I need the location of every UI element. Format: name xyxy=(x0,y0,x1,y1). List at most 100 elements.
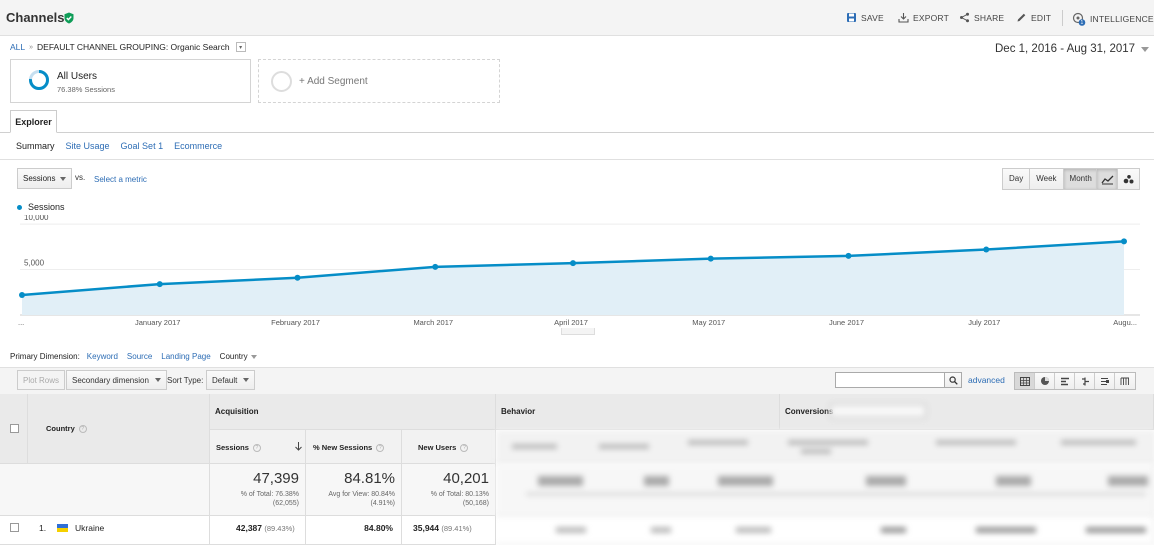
help-icon[interactable]: ? xyxy=(460,443,469,452)
segment-sessions-share: 76.38% Sessions xyxy=(57,85,115,94)
breadcrumb-dropdown-icon[interactable]: ▾ xyxy=(235,42,246,52)
period-day-button[interactable]: Day xyxy=(1003,169,1031,189)
behavior-group-header: Behavior xyxy=(496,394,780,430)
breadcrumb-all-link[interactable]: ALL xyxy=(10,42,26,52)
chart-resize-handle[interactable] xyxy=(561,328,595,335)
period-month-button[interactable]: Month xyxy=(1063,169,1098,189)
table-row[interactable]: 1. Ukraine xyxy=(0,516,210,545)
explorer-subtabs: Summary Site Usage Goal Set 1 Ecommerce xyxy=(16,141,222,151)
legend-label: Sessions xyxy=(28,202,65,212)
blurred-row-values xyxy=(496,516,1154,545)
help-icon[interactable]: ? xyxy=(252,443,261,452)
breadcrumb: ALL » DEFAULT CHANNEL GROUPING: Organic … xyxy=(10,42,246,52)
add-segment-button[interactable]: + Add Segment xyxy=(258,59,500,103)
country-link[interactable]: Ukraine xyxy=(75,523,105,533)
secondary-dimension-select[interactable]: Secondary dimension xyxy=(66,370,167,390)
subtab-site-usage[interactable]: Site Usage xyxy=(65,141,110,151)
chevron-down-icon xyxy=(154,378,161,382)
line-chart-button[interactable] xyxy=(1097,169,1118,189)
chevron-down-icon xyxy=(243,378,250,382)
term-cloud-view-button[interactable] xyxy=(1095,373,1115,389)
data-point xyxy=(983,246,990,253)
row-sessions-value: 42,387 (89.43%) xyxy=(236,523,295,533)
table-search-input[interactable] xyxy=(835,372,945,388)
period-week-button[interactable]: Week xyxy=(1030,169,1064,189)
totals-label-cell xyxy=(0,464,210,516)
sort-type-select[interactable]: Default xyxy=(206,370,256,390)
save-button[interactable]: SAVE xyxy=(846,12,884,23)
data-point xyxy=(432,263,439,270)
sessions-line-chart: 10,000 5,000... January 2017 February 2017 M… xyxy=(18,215,1140,327)
table-toolbar xyxy=(0,367,1154,394)
new-sessions-header-label: % New Sessions xyxy=(313,443,373,452)
row-new-sessions-cell: 84.80% xyxy=(306,516,402,545)
subtab-summary[interactable]: Summary xyxy=(16,141,55,151)
chart-type-selector xyxy=(1096,168,1140,190)
row-new-users-value: 35,944 (89.41%) xyxy=(413,523,472,533)
metric-select[interactable]: Sessions xyxy=(17,168,72,189)
intelligence-button[interactable]: 1 INTELLIGENCE xyxy=(1072,12,1154,26)
subtab-ecommerce[interactable]: Ecommerce xyxy=(174,141,223,151)
row-checkbox[interactable] xyxy=(10,523,19,532)
goal-select-blurred[interactable] xyxy=(830,404,926,418)
chevron-down-icon xyxy=(60,176,66,181)
y-tick-label: 5,000 xyxy=(24,259,45,268)
table-columns-icon xyxy=(1120,377,1129,385)
motion-chart-button[interactable] xyxy=(1118,169,1139,189)
new-sessions-column-header[interactable]: % New Sessions ? xyxy=(306,430,402,464)
chevron-down-icon xyxy=(1141,46,1150,52)
x-tick-label: July 2017 xyxy=(968,318,1000,327)
select-all-checkbox[interactable] xyxy=(10,424,19,433)
data-point xyxy=(707,255,714,262)
page-title: Channels xyxy=(6,10,65,25)
share-button[interactable]: SHARE xyxy=(959,12,1004,23)
dimension-country-active[interactable]: Country xyxy=(219,352,248,361)
export-icon xyxy=(898,13,909,23)
sort-descending-icon xyxy=(295,442,302,451)
country-column-header[interactable]: Country ? xyxy=(46,424,87,433)
data-view-button[interactable] xyxy=(1015,373,1035,389)
header-checkbox-cell xyxy=(0,394,28,464)
plot-rows-button[interactable]: Plot Rows xyxy=(17,370,66,390)
comparison-view-button[interactable] xyxy=(1075,373,1095,389)
dimension-keyword-link[interactable]: Keyword xyxy=(86,352,118,361)
performance-view-button[interactable] xyxy=(1055,373,1075,389)
help-icon[interactable]: ? xyxy=(78,424,87,433)
tab-explorer[interactable]: Explorer xyxy=(10,110,57,133)
new-users-total-base: (50,168) xyxy=(462,500,489,507)
dimension-source-link[interactable]: Source xyxy=(126,352,153,361)
segment-name: All Users xyxy=(57,71,98,82)
country-header-label: Country xyxy=(46,424,75,433)
intelligence-badge: 1 xyxy=(1081,20,1084,26)
export-button[interactable]: EXPORT xyxy=(898,12,949,23)
comparison-icon xyxy=(1081,377,1089,385)
advanced-filter-link[interactable]: advanced xyxy=(968,375,1005,385)
pivot-icon xyxy=(1100,377,1109,385)
row-index: 1. xyxy=(39,523,47,533)
date-range-picker[interactable]: Dec 1, 2016 - Aug 31, 2017 xyxy=(995,43,1150,55)
series-area xyxy=(22,241,1124,315)
pie-view-button[interactable] xyxy=(1035,373,1055,389)
add-segment-label: + Add Segment xyxy=(299,76,368,87)
data-point xyxy=(570,260,576,267)
segment-all-users[interactable]: All Users 76.38% Sessions xyxy=(10,59,251,103)
dimension-landing-page-link[interactable]: Landing Page xyxy=(161,352,211,361)
x-tick-label: March 2017 xyxy=(413,318,453,327)
verified-shield-icon xyxy=(64,12,74,24)
pivot-view-button[interactable] xyxy=(1115,373,1135,389)
help-icon[interactable]: ? xyxy=(376,443,385,452)
bar-list-icon xyxy=(1060,377,1069,385)
intelligence-label: INTELLIGENCE xyxy=(1090,14,1154,24)
metric-select-value: Sessions xyxy=(23,174,56,183)
new-sessions-total: 84.81% xyxy=(344,470,395,487)
subtab-goal-set-1[interactable]: Goal Set 1 xyxy=(120,141,164,151)
select-metric-link[interactable]: Select a metric xyxy=(94,175,147,184)
sessions-column-header[interactable]: Sessions ? xyxy=(210,430,306,464)
sessions-total-share: % of Total: 76.38% xyxy=(240,491,299,498)
new-users-column-header[interactable]: New Users ? xyxy=(402,430,496,464)
intelligence-icon: 1 xyxy=(1072,12,1086,26)
new-sessions-header: % New Sessions ? xyxy=(313,443,385,452)
edit-button[interactable]: EDIT xyxy=(1016,12,1051,23)
row-new-sessions-value: 84.80% xyxy=(364,523,393,533)
search-button[interactable] xyxy=(944,372,962,388)
